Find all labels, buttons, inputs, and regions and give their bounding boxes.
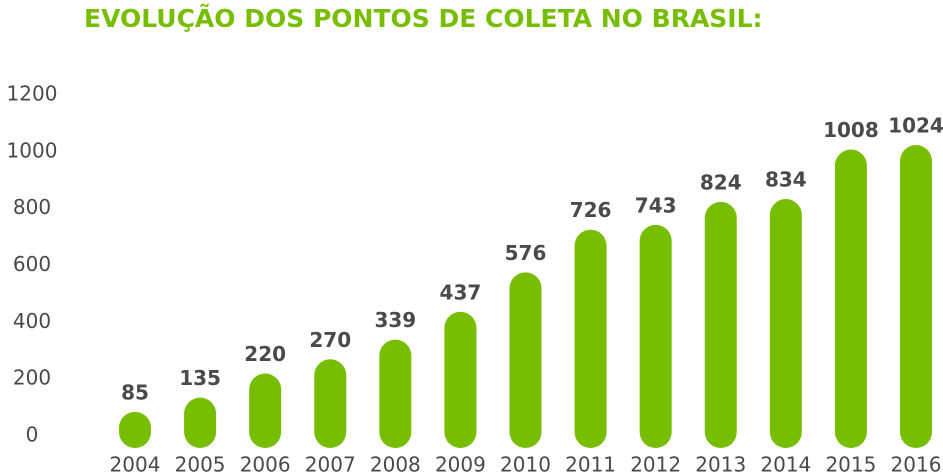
bar (834, 149, 867, 448)
y-tick-label: 0 (26, 423, 39, 447)
value-label: 339 (374, 308, 416, 332)
bar (639, 224, 672, 448)
y-tick-label: 400 (13, 309, 51, 333)
value-label: 270 (309, 328, 351, 352)
chart-title: EVOLUÇÃO DOS PONTOS DE COLETA NO BRASIL: (84, 4, 763, 33)
bar (769, 199, 802, 448)
bar (574, 229, 607, 448)
x-tick-label: 2009 (435, 453, 486, 476)
x-tick-label: 2006 (240, 453, 291, 476)
value-label: 576 (505, 241, 547, 265)
value-label: 743 (635, 193, 677, 217)
bar (900, 145, 932, 448)
x-tick-label: 2007 (305, 453, 356, 476)
value-label: 834 (765, 168, 807, 192)
y-tick-label: 800 (13, 195, 51, 219)
bar (249, 373, 282, 448)
x-tick-label: 2016 (891, 453, 942, 476)
y-tick-label: 1000 (7, 138, 58, 162)
value-label: 437 (440, 280, 482, 304)
value-label: 85 (121, 380, 149, 404)
x-tick-label: 2011 (565, 453, 616, 476)
x-tick-label: 2015 (825, 453, 876, 476)
value-label: 726 (570, 198, 612, 222)
y-tick-label: 600 (13, 252, 51, 276)
value-label: 135 (179, 366, 221, 390)
value-label: 220 (244, 342, 286, 366)
x-tick-label: 2008 (370, 453, 421, 476)
bar (119, 411, 151, 448)
bar (704, 201, 737, 448)
value-label: 824 (700, 170, 742, 194)
value-label: 1024 (888, 114, 943, 138)
bar (379, 339, 412, 448)
bar (444, 311, 477, 448)
bar (314, 359, 347, 448)
x-tick-label: 2010 (500, 453, 551, 476)
x-tick-label: 2005 (175, 453, 226, 476)
bar (184, 397, 217, 448)
x-tick-label: 2012 (630, 453, 681, 476)
value-label: 1008 (823, 118, 879, 142)
y-tick-label: 1200 (7, 82, 58, 106)
x-tick-label: 2014 (760, 453, 811, 476)
x-tick-label: 2004 (110, 453, 161, 476)
x-tick-label: 2013 (695, 453, 746, 476)
bar (509, 272, 542, 448)
y-tick-label: 200 (13, 366, 51, 390)
